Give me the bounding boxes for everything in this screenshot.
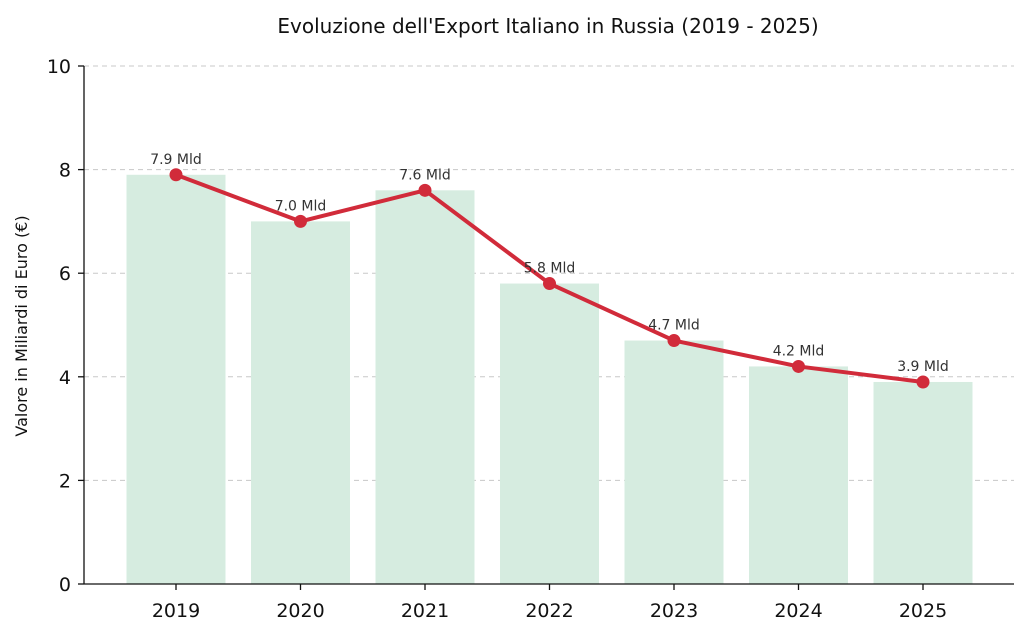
x-tick-label: 2025 (899, 600, 947, 622)
y-tick-label: 2 (59, 470, 71, 492)
y-tick-label: 4 (59, 367, 71, 389)
axes (78, 65, 1014, 590)
data-point (169, 168, 183, 182)
y-tick-label: 10 (47, 56, 71, 78)
data-point (667, 334, 681, 348)
data-point (543, 277, 556, 291)
bar (624, 340, 724, 584)
x-tick-label: 2021 (401, 600, 449, 622)
x-tick-label: 2024 (774, 600, 822, 622)
grid-lines (84, 65, 1014, 481)
data-labels: 7.9 Mld 7.0 Mld 7.6 Mld 5.8 Mld 4.7 Mld 4.2 M… (150, 152, 949, 375)
x-tick-label: 2019 (152, 600, 200, 622)
y-axis-label: Valore in Miliardi di Euro (€) (12, 215, 31, 436)
data-label: 4.7 Mld (648, 318, 700, 334)
trend-line (169, 168, 930, 389)
data-label: 5.8 Mld (524, 261, 576, 277)
bar (873, 381, 973, 584)
bars (126, 174, 973, 584)
data-label: 7.0 Mld (275, 198, 327, 214)
data-point (916, 375, 930, 389)
data-label: 4.2 Mld (773, 343, 825, 359)
bar (500, 283, 599, 584)
x-tick-label: 2023 (650, 600, 698, 622)
tick-labels: 0 2 4 6 8 10 2019 2020 2021 2022 2023 2024 2025 (47, 56, 947, 622)
bar (251, 221, 350, 584)
bar (126, 174, 226, 584)
bar (375, 190, 475, 584)
data-point (792, 359, 805, 373)
bar (749, 366, 848, 584)
y-tick-label: 8 (59, 160, 71, 182)
data-point (294, 214, 307, 228)
data-label: 7.9 Mld (150, 152, 202, 168)
chart-title: Evoluzione dell'Export Italiano in Russi… (277, 14, 818, 38)
data-label: 7.6 Mld (399, 167, 451, 183)
data-label: 3.9 Mld (897, 359, 949, 375)
y-tick-label: 6 (59, 263, 71, 285)
data-point (418, 183, 432, 197)
x-tick-label: 2020 (276, 600, 324, 622)
y-tick-label: 0 (59, 574, 71, 596)
x-tick-label: 2022 (525, 600, 573, 622)
